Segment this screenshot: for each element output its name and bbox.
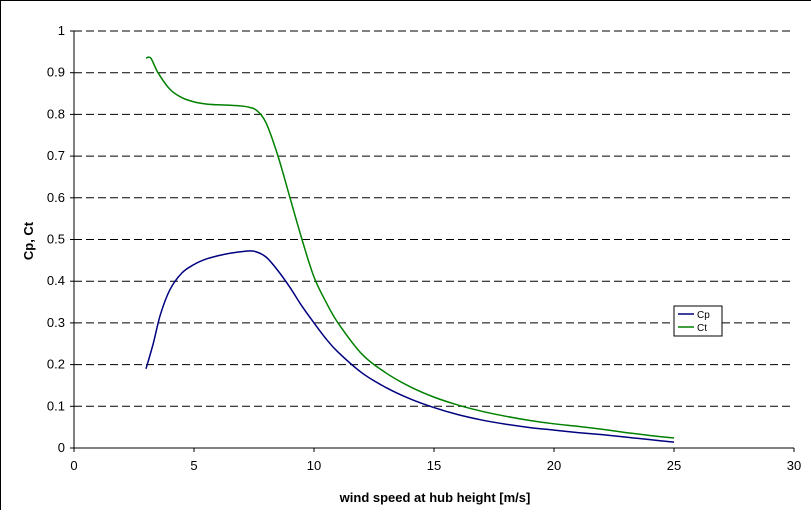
y-tick-label: 0.6: [47, 190, 65, 205]
series-lines: [145, 56, 675, 443]
y-tick-label: 0.4: [47, 273, 65, 288]
x-axis-title: wind speed at hub height [m/s]: [339, 490, 531, 505]
y-tick-label: 0.3: [47, 315, 65, 330]
x-tick-label: 30: [787, 458, 801, 473]
y-tick-label: 0: [58, 440, 65, 455]
series-line-cp: [145, 250, 675, 443]
series-line-ct: [145, 56, 675, 439]
legend-label-cp: Cp: [697, 310, 710, 321]
gridlines: [74, 30, 794, 407]
x-tick-label: 5: [190, 458, 197, 473]
y-tick-label: 0.5: [47, 232, 65, 247]
x-tick-label: 20: [547, 458, 561, 473]
legend-label-ct: Ct: [697, 323, 707, 334]
y-tick-label: 1: [58, 23, 65, 38]
x-tick-label: 0: [70, 458, 77, 473]
y-axis-title: Cp, Ct: [21, 221, 36, 260]
y-tick-label: 0.8: [47, 106, 65, 121]
legend: Cp Ct: [673, 305, 723, 337]
y-tick-label: 0.1: [47, 398, 65, 413]
y-tick-label: 0.7: [47, 148, 65, 163]
tick-labels: 00.10.20.30.40.50.60.70.80.910 5 10 15 20 25 3…: [47, 23, 801, 473]
x-tick-label: 25: [667, 458, 681, 473]
x-tick-label: 15: [427, 458, 441, 473]
legend-box: [673, 305, 723, 337]
axes: [70, 30, 795, 452]
x-tick-label: 10: [307, 458, 321, 473]
y-tick-label: 0.2: [47, 357, 65, 372]
y-tick-label: 0.9: [47, 65, 65, 80]
